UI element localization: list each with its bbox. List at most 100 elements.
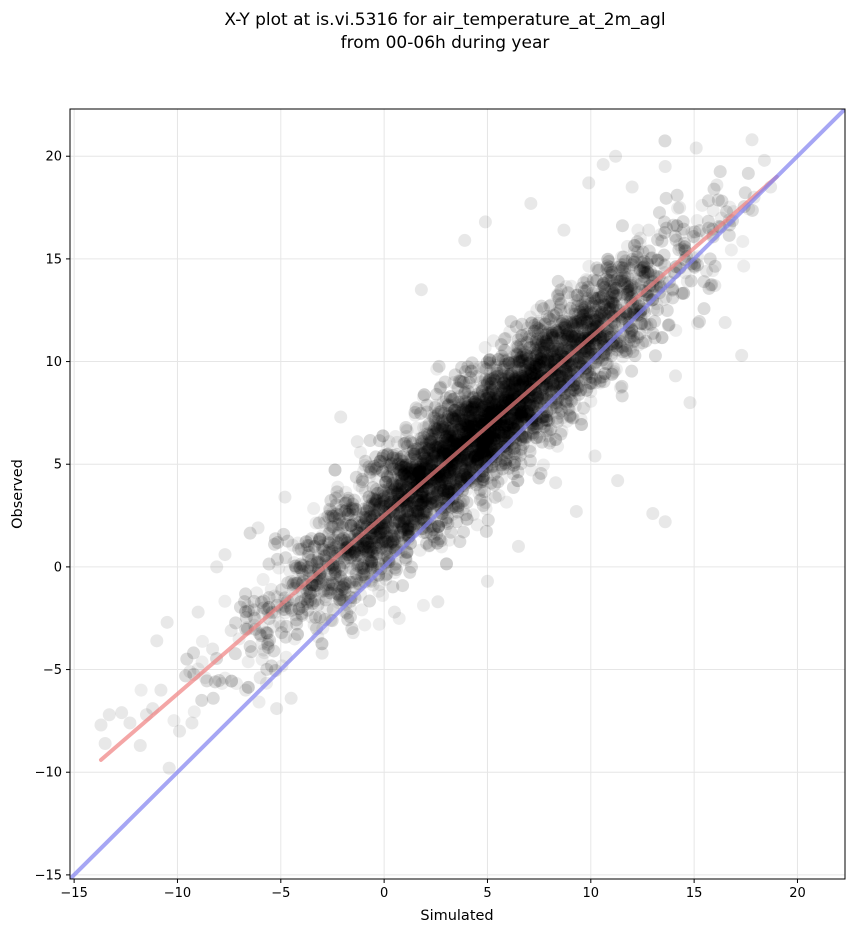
data-point <box>500 495 514 509</box>
data-point <box>574 313 588 327</box>
data-point <box>433 418 447 432</box>
data-point <box>411 441 425 455</box>
data-point <box>418 494 432 508</box>
data-point <box>359 507 373 521</box>
data-point <box>647 302 661 316</box>
data-point <box>464 423 478 437</box>
data-point <box>536 458 550 472</box>
data-point <box>536 344 550 358</box>
data-point <box>576 349 590 363</box>
data-point <box>541 331 555 345</box>
data-point <box>634 277 648 291</box>
data-point <box>469 395 483 409</box>
data-point <box>400 499 414 513</box>
data-point <box>325 578 339 592</box>
data-point <box>486 334 500 348</box>
data-point <box>459 377 473 391</box>
data-point <box>555 344 569 358</box>
data-point <box>563 335 577 349</box>
data-point <box>540 345 554 359</box>
data-point <box>509 379 523 393</box>
data-point <box>409 458 423 472</box>
data-point <box>631 245 645 259</box>
data-point <box>447 464 461 478</box>
data-point <box>385 525 399 539</box>
data-point <box>376 589 390 603</box>
data-point <box>519 357 533 371</box>
data-point <box>527 367 541 381</box>
data-point <box>543 424 557 438</box>
data-point <box>392 515 406 529</box>
data-point <box>415 441 429 455</box>
data-point <box>445 398 459 412</box>
data-point <box>334 587 348 601</box>
data-point <box>518 410 532 424</box>
data-point <box>455 457 469 471</box>
data-point <box>627 335 641 349</box>
data-point <box>506 358 520 372</box>
data-point <box>452 417 466 431</box>
data-point <box>386 534 400 548</box>
data-point <box>443 484 457 498</box>
data-point <box>437 486 451 500</box>
data-point <box>564 315 578 329</box>
data-point <box>406 472 420 486</box>
data-point <box>454 422 468 436</box>
data-point <box>546 376 560 390</box>
data-point <box>578 305 592 319</box>
data-point <box>524 368 538 382</box>
data-point <box>363 540 377 554</box>
data-point <box>447 416 461 430</box>
data-point <box>736 234 750 248</box>
data-point <box>461 390 475 404</box>
data-point <box>513 403 527 417</box>
data-point <box>544 398 558 412</box>
data-point <box>512 389 526 403</box>
data-point <box>501 353 515 367</box>
data-point <box>409 456 423 470</box>
data-point <box>393 509 407 523</box>
data-point <box>373 578 387 592</box>
data-point <box>524 427 538 441</box>
data-point <box>256 572 270 586</box>
data-point <box>195 655 209 669</box>
data-point <box>302 550 316 564</box>
data-point <box>413 489 427 503</box>
data-point <box>528 343 542 357</box>
data-point <box>559 279 573 293</box>
data-point <box>640 320 654 334</box>
data-point <box>495 380 509 394</box>
data-point <box>467 362 481 376</box>
data-point <box>318 578 332 592</box>
data-point <box>461 456 475 470</box>
data-point <box>195 634 209 648</box>
data-point <box>415 459 429 473</box>
data-point <box>443 481 457 495</box>
data-point <box>439 423 453 437</box>
data-point <box>416 598 430 612</box>
data-point <box>515 354 529 368</box>
data-point <box>454 395 468 409</box>
data-point <box>343 590 357 604</box>
data-point <box>443 441 457 455</box>
data-point <box>558 363 572 377</box>
data-point <box>323 521 337 535</box>
data-point <box>614 328 628 342</box>
data-point <box>543 348 557 362</box>
data-point <box>564 365 578 379</box>
data-point <box>360 494 374 508</box>
data-point <box>684 274 698 288</box>
data-point <box>348 522 362 536</box>
data-point <box>512 383 526 397</box>
data-point <box>466 421 480 435</box>
data-point <box>606 295 620 309</box>
data-point <box>491 401 505 415</box>
data-point <box>454 496 468 510</box>
data-point <box>497 382 511 396</box>
data-point <box>446 420 460 434</box>
data-point <box>418 428 432 442</box>
data-point <box>486 385 500 399</box>
data-point <box>635 260 649 274</box>
data-point <box>422 482 436 496</box>
data-point <box>296 568 310 582</box>
